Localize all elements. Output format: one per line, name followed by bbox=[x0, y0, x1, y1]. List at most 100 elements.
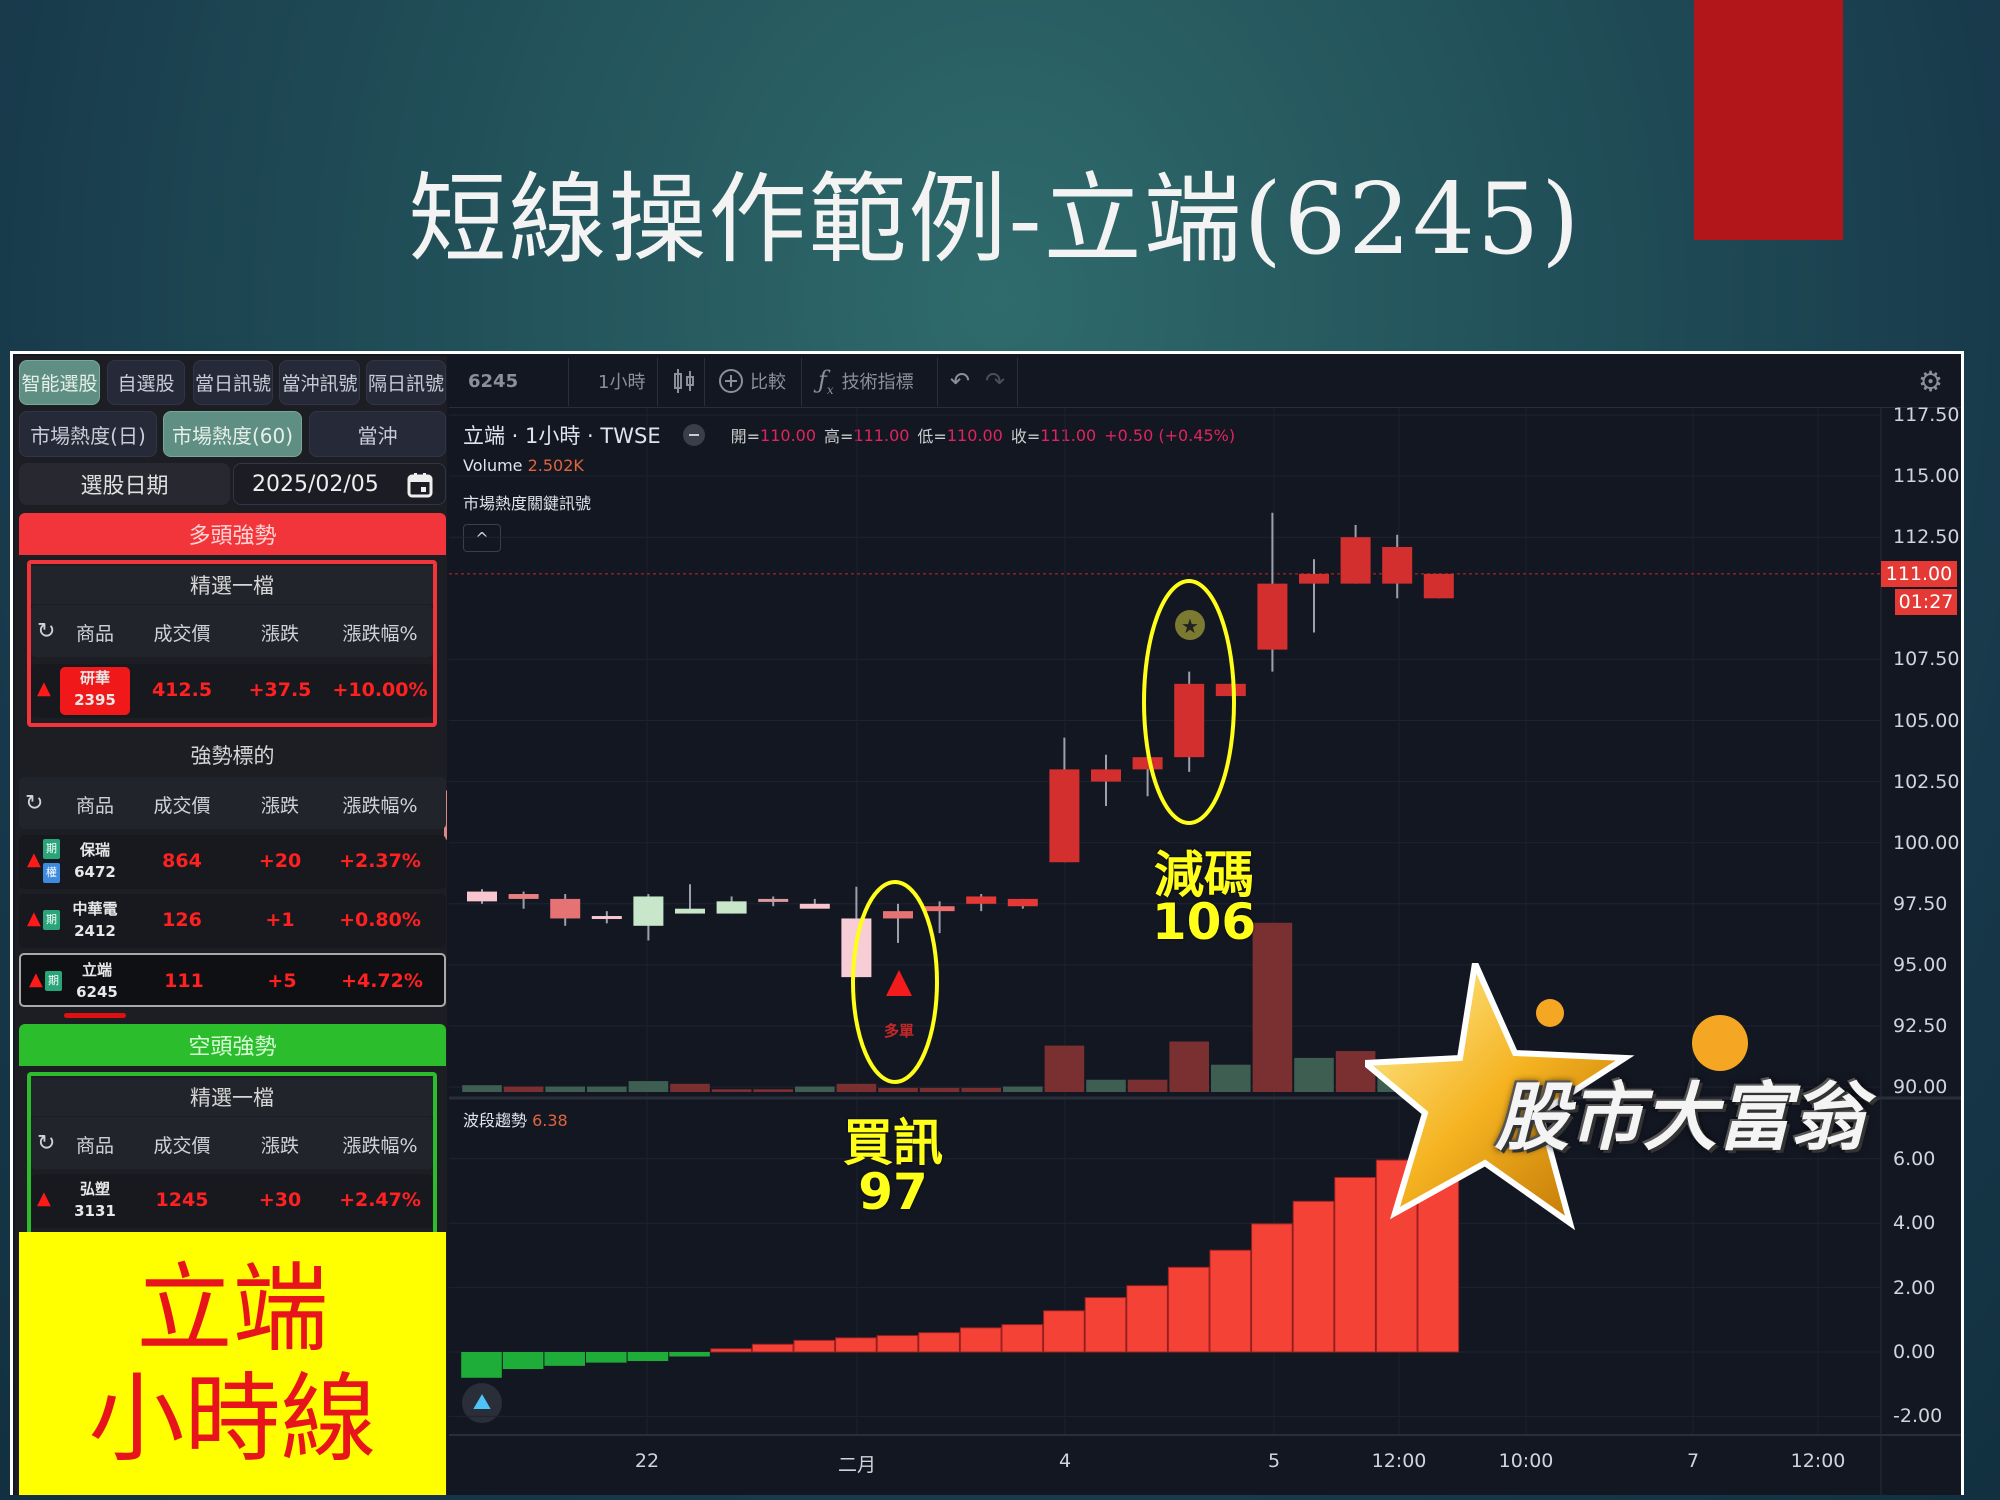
undo-icon[interactable]: ↶ bbox=[950, 367, 971, 395]
indicators-label: 技術指標 bbox=[841, 372, 914, 393]
indicators-button[interactable]: ƒx 技術指標 bbox=[818, 355, 914, 407]
star-signal-icon bbox=[1175, 610, 1205, 640]
candle-body bbox=[508, 894, 539, 899]
compare-label: 比較 bbox=[750, 372, 786, 393]
subtab-0[interactable]: 市場熱度(日) bbox=[19, 411, 157, 457]
badge-futures: 期 bbox=[45, 971, 62, 991]
volume-bar bbox=[628, 1081, 669, 1092]
candle-body bbox=[758, 898, 789, 902]
tab-1[interactable]: 自選股 bbox=[107, 360, 185, 405]
redo-icon[interactable]: ↷ bbox=[985, 367, 1006, 395]
stock-row[interactable]: ▲ 研華 2395 412.5 +37.5 +10.00% bbox=[31, 664, 433, 718]
collapse-legend-button[interactable] bbox=[682, 424, 705, 446]
candle-body bbox=[1215, 683, 1246, 697]
stock-pct: +10.00% bbox=[332, 679, 428, 701]
candle-body bbox=[675, 908, 705, 914]
stock-code: 6472 bbox=[74, 863, 116, 881]
compare-button[interactable]: 比較 bbox=[718, 355, 786, 407]
stock-row[interactable]: ▲ 期權 保瑞 6472 864 +20 +2.37% bbox=[19, 835, 446, 889]
up-arrow-icon: ▲ bbox=[37, 1188, 51, 1209]
legend-title: 立端 · 1小時 · TWSE bbox=[463, 424, 661, 448]
star-glyph: ★ bbox=[1181, 614, 1199, 638]
stock-name: 中華電 2412 bbox=[60, 898, 130, 942]
candle-body bbox=[467, 891, 497, 902]
subtab-2[interactable]: 當沖 bbox=[309, 411, 446, 457]
stock-row[interactable]: ▲ 期 立端 6245 111 +5 +4.72% bbox=[19, 953, 446, 1007]
column-header[interactable]: 成交價 bbox=[153, 623, 211, 645]
buy-signal-ellipse bbox=[851, 880, 939, 1084]
star-logo-icon bbox=[1357, 952, 1748, 1231]
column-header[interactable]: 漲跌幅% bbox=[342, 623, 418, 645]
stock-row[interactable]: ▲ 弘塑 3131 1245 +30 +2.47% bbox=[31, 1174, 433, 1228]
volume-bar bbox=[1044, 1045, 1085, 1092]
subtab-1[interactable]: 市場熱度(60) bbox=[163, 411, 302, 457]
candle-body bbox=[550, 898, 581, 919]
stock-row[interactable]: ▲ 期中華電 2412 126 +1 +0.80% bbox=[19, 894, 446, 948]
column-header[interactable]: 漲跌 bbox=[260, 623, 299, 645]
indicator-legend: 波段趨勢 6.38 bbox=[463, 1111, 568, 1130]
refresh-icon[interactable]: ↻ bbox=[25, 791, 44, 816]
tab-0[interactable]: 智能選股 bbox=[19, 360, 100, 405]
stock-pct: +4.72% bbox=[341, 970, 423, 992]
table-header: ↻ 商品 成交價 漲跌 漲跌幅% bbox=[31, 1117, 433, 1169]
interval-button[interactable]: 1小時 bbox=[598, 372, 646, 393]
column-header[interactable]: 漲跌 bbox=[260, 1135, 299, 1157]
tab-3[interactable]: 當沖訊號 bbox=[279, 360, 360, 405]
refresh-icon[interactable]: ↻ bbox=[37, 1131, 56, 1156]
candle-body bbox=[1132, 757, 1163, 770]
legend-open: 110.00 bbox=[760, 425, 817, 445]
column-header[interactable]: 成交價 bbox=[153, 795, 211, 817]
candle-body bbox=[924, 906, 955, 912]
note-box: 立端 小時線 bbox=[19, 1232, 446, 1495]
volume-legend: Volume 2.502K bbox=[463, 456, 584, 475]
volume-bar bbox=[961, 1087, 1001, 1092]
symbol-search[interactable]: 6245 bbox=[468, 370, 519, 392]
indicator-bar bbox=[586, 1352, 627, 1363]
column-header[interactable]: 成交價 bbox=[153, 1135, 211, 1157]
date-input[interactable]: 2025/02/05 bbox=[233, 463, 446, 505]
stock-price: 1245 bbox=[155, 1189, 209, 1211]
refresh-icon[interactable]: ↻ bbox=[37, 619, 56, 644]
bull-header[interactable]: 多頭強勢 bbox=[19, 513, 446, 555]
collapse-indicators-button[interactable]: ^ bbox=[463, 524, 501, 552]
date-label: 選股日期 bbox=[19, 463, 230, 505]
column-header[interactable]: 漲跌幅% bbox=[342, 1135, 418, 1157]
slide-title: 短線操作範例-立端(6245) bbox=[408, 163, 1582, 277]
column-header[interactable]: 商品 bbox=[75, 795, 114, 817]
indicator-tick: 6.00 bbox=[1893, 1147, 1936, 1170]
legend-low: 110.00 bbox=[946, 425, 1003, 445]
column-header[interactable]: 商品 bbox=[75, 1135, 114, 1157]
price-tick: 95.00 bbox=[1893, 953, 1948, 976]
list-scroll-indicator bbox=[64, 1013, 126, 1018]
indicator-tick: 0.00 bbox=[1893, 1341, 1936, 1363]
price-tick: 100.00 bbox=[1893, 831, 1960, 854]
column-header[interactable]: 商品 bbox=[75, 623, 114, 645]
settings-gear-icon[interactable]: ⚙ bbox=[1918, 364, 1944, 398]
buy-triangle-icon bbox=[886, 970, 912, 996]
indicator-value: 6.38 bbox=[532, 1111, 568, 1130]
bear-header[interactable]: 空頭強勢 bbox=[19, 1024, 446, 1066]
volume-bar bbox=[1003, 1086, 1043, 1092]
price-tick: 115.00 bbox=[1893, 465, 1960, 488]
column-header[interactable]: 漲跌 bbox=[260, 795, 299, 817]
indicator-bar bbox=[710, 1348, 752, 1353]
calendar-icon[interactable] bbox=[407, 472, 433, 498]
bar-countdown-label: 01:27 bbox=[1895, 588, 1957, 615]
stock-code: 2412 bbox=[74, 922, 116, 940]
reduce-position-label: 減碼 bbox=[1154, 846, 1254, 904]
stock-name-text: 中華電 bbox=[72, 900, 118, 918]
volume-bar bbox=[545, 1086, 585, 1092]
candle-body bbox=[883, 911, 913, 919]
stock-change: +30 bbox=[258, 1189, 302, 1211]
tab-4[interactable]: 隔日訊號 bbox=[366, 360, 446, 405]
table-header: ↻ 商品 成交價 漲跌 漲跌幅% bbox=[31, 605, 433, 657]
tab-2[interactable]: 當日訊號 bbox=[193, 360, 273, 405]
stock-change: +1 bbox=[265, 909, 295, 931]
chart-type-button[interactable] bbox=[672, 355, 696, 407]
up-arrow-icon: ▲ bbox=[27, 908, 41, 929]
column-header[interactable]: 漲跌幅% bbox=[342, 795, 418, 817]
candle-body bbox=[1174, 683, 1205, 758]
indicator-bar bbox=[1292, 1200, 1335, 1353]
price-tick: 112.50 bbox=[1893, 526, 1960, 549]
